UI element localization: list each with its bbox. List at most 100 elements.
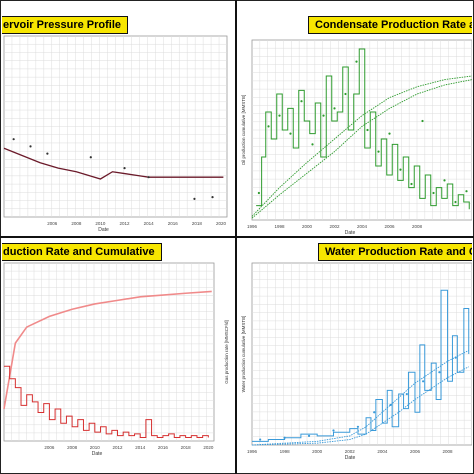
x-tick-label: 2000 [312,449,323,454]
gas-chart: 2006 2008 2010 2012 2014 2016 2018 2020 Date Gas … [3,262,229,457]
data-point [388,132,391,135]
grid-lines [4,263,214,441]
x-tick-label: 2008 [443,449,454,454]
pressure-chart: 2006 2008 2010 2012 2014 2016 2018 2020 Date [3,35,228,233]
x-tick-label: 2014 [144,221,155,226]
x-tick-label: 2020 [203,445,214,450]
x-tick-label: 1996 [247,449,258,454]
condensate-title: Condensate Production Rate ar [308,16,472,34]
x-tick-label: 2006 [44,445,55,450]
x-tick-label: 2002 [345,449,356,454]
x-tick-label: 2008 [412,224,423,229]
water-panel: 1996 1998 2000 2002 2004 2006 2008 Date Water pr… [238,239,472,472]
x-tick-label: 2004 [357,224,368,229]
water-chart: 1996 1998 2000 2002 2004 2006 2008 Date Water pr… [241,262,472,461]
x-tick-label: 2006 [47,221,58,226]
y-axis-label: Gas production rate [MMSCF/d] [224,320,229,384]
data-point [377,150,380,153]
condensate-panel: 1996199820002002200420062008201DateOil p… [238,2,472,234]
x-axis-label: Date [92,451,103,457]
y-axis-label: Oil production cumulative [MMSTB] [241,95,246,166]
data-point [12,138,15,141]
data-point [333,107,336,110]
data-point [300,100,303,103]
data-point [46,152,49,155]
x-tick-label: 2018 [192,221,203,226]
horizontal-divider [0,236,474,238]
pressure-title: ervoir Pressure Profile [2,16,129,34]
x-tick-label: 2016 [158,445,169,450]
data-point [147,176,150,179]
data-point [289,132,292,135]
x-tick-label: 2002 [329,224,340,229]
data-point [283,436,286,439]
gas-panel: 2006 2008 2010 2012 2014 2016 2018 2020 Date Gas … [2,239,234,472]
grid-lines [252,263,472,445]
x-tick-label: 2012 [113,445,124,450]
x-axis-label: Date [98,227,109,233]
gas-title: duction Rate and Cumulative [2,243,162,261]
cumulative-band-line [251,79,472,219]
grid-lines [252,40,472,220]
x-tick-label: 2014 [135,445,146,450]
grid-lines [4,36,227,217]
data-point [443,179,446,182]
x-tick-label: 2004 [377,449,388,454]
rate-series-line [256,48,470,210]
y-axis-label: Water production cumulative [MMSTB] [241,316,246,393]
data-point [123,167,126,170]
x-axis-label: Date [345,455,356,461]
data-point [211,195,214,199]
x-tick-label: 2020 [216,221,227,226]
x-axis-label: Date [345,230,356,234]
data-point [454,200,457,204]
x-tick-label: 2010 [90,445,101,450]
data-point [432,191,435,195]
data-point [322,114,325,117]
rate-series-line [4,365,209,438]
data-point [373,411,376,414]
data-point [29,145,32,148]
data-point [422,380,425,383]
condensate-chart: 1996199820002002200420062008201DateOil p… [241,39,472,234]
data-point [399,168,402,171]
data-point [410,182,413,186]
water-title: Water Production Rate and C [318,243,472,261]
x-tick-label: 2016 [168,221,179,226]
x-tick-label: 1998 [274,224,285,229]
cumulative-series-line [3,290,212,410]
x-tick-label: 1996 [247,224,258,229]
x-tick-label: 2012 [120,221,131,226]
x-tick-label: 2018 [181,445,192,450]
vertical-divider [235,0,237,474]
x-tick-label: 2006 [410,449,421,454]
data-point [366,128,369,132]
data-point [465,190,468,193]
data-point [257,191,260,195]
data-point [259,438,262,441]
data-point [278,114,281,117]
data-point [405,392,408,396]
x-tick-label: 2008 [67,445,78,450]
x-tick-label: 2000 [302,224,313,229]
data-point [89,156,92,159]
data-point [267,125,270,128]
series-line [3,147,224,180]
pressure-panel: 2006 2008 2010 2012 2014 2016 2018 2020 Date erv… [2,2,234,234]
rate-series-line [252,289,470,442]
data-point [438,371,441,374]
x-tick-label: 2006 [384,224,395,229]
data-point [421,119,424,123]
x-tick-label: 2010 [95,221,106,226]
x-tick-label: 1998 [280,449,291,454]
data-point [344,92,347,96]
data-point [311,143,314,146]
data-point [356,425,360,428]
x-tick-label: 2008 [71,221,82,226]
data-point [307,434,311,437]
data-point [355,60,358,63]
data-point [332,429,335,432]
data-point [193,197,196,200]
cumulative-band-line [251,75,472,217]
